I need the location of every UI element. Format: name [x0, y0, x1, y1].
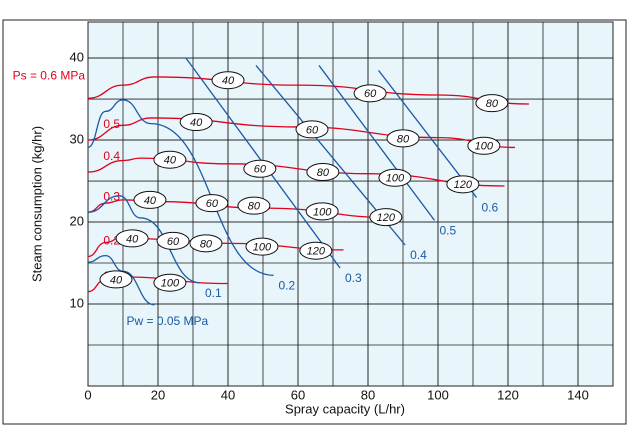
- series-label: 0.4: [410, 248, 427, 262]
- value-label: 80: [248, 201, 261, 213]
- series-label: 0.4: [103, 149, 120, 163]
- value-label: 80: [200, 238, 213, 250]
- x-tick-label: 20: [151, 387, 165, 402]
- series-line: [87, 99, 274, 276]
- series-label: 0.5: [103, 117, 120, 131]
- value-ellipse: [295, 120, 329, 139]
- series-line: [87, 117, 516, 149]
- value-ellipse: [245, 237, 279, 256]
- value-label: 80: [486, 98, 499, 110]
- x-tick-label: 120: [497, 387, 519, 402]
- series-line: [87, 76, 530, 105]
- value-label: 40: [222, 75, 235, 87]
- y-tick-label: 20: [70, 213, 84, 228]
- series-line: [318, 65, 436, 221]
- value-ellipse: [99, 270, 133, 289]
- value-ellipse: [189, 234, 223, 253]
- value-label: 100: [475, 141, 494, 153]
- value-ellipse: [211, 71, 245, 90]
- plot-border: [87, 21, 614, 387]
- y-tick-label: 30: [70, 131, 84, 146]
- x-tick-label: 60: [291, 387, 305, 402]
- y-tick-label: 10: [70, 295, 84, 310]
- value-label: 120: [307, 246, 326, 258]
- value-label: 40: [144, 195, 157, 207]
- value-ellipse: [153, 273, 187, 292]
- value-label: 100: [253, 242, 272, 254]
- series-label: 0.5: [440, 224, 457, 238]
- series-label: Ps = 0.6 MPa: [13, 68, 86, 82]
- value-ellipse: [353, 84, 387, 103]
- value-label: 60: [254, 164, 267, 176]
- series-label: 0.1: [205, 286, 222, 300]
- value-label: 60: [167, 236, 180, 248]
- y-axis-title: Steam consumption (kg/hr): [29, 126, 44, 282]
- frame: [2, 19, 627, 425]
- series-label: 0.6: [482, 201, 499, 215]
- value-ellipse: [115, 229, 149, 248]
- x-axis-title: Spray capacity (L/hr): [285, 401, 405, 416]
- value-label: 60: [364, 88, 377, 100]
- value-ellipse: [195, 194, 229, 213]
- value-ellipse: [475, 94, 509, 113]
- series-label: Pw = 0.05 MPa: [127, 314, 209, 328]
- value-label: 60: [206, 198, 219, 210]
- value-ellipse: [179, 113, 213, 132]
- value-label: 40: [164, 155, 177, 167]
- value-ellipse: [467, 136, 501, 155]
- y-tick-label: 40: [70, 50, 84, 65]
- value-ellipse: [386, 129, 420, 148]
- value-label: 100: [161, 278, 180, 290]
- value-label: 40: [190, 117, 203, 129]
- series-line: [87, 195, 201, 284]
- value-label: 60: [306, 124, 319, 136]
- plot-background: [88, 22, 613, 386]
- value-label: 120: [454, 179, 473, 191]
- value-ellipse: [378, 168, 412, 187]
- series-line: [87, 254, 155, 306]
- series-label: 0.3: [345, 271, 362, 285]
- value-ellipse: [133, 190, 167, 209]
- value-ellipse: [305, 202, 339, 221]
- value-label: 40: [110, 274, 123, 286]
- x-tick-label: 100: [427, 387, 449, 402]
- x-tick-label: 40: [221, 387, 235, 402]
- value-label: 80: [397, 133, 410, 145]
- value-label: 40: [126, 233, 139, 245]
- series-line: [87, 157, 505, 187]
- value-ellipse: [237, 196, 271, 215]
- value-label: 120: [377, 212, 396, 224]
- x-tick-label: 80: [361, 387, 375, 402]
- x-tick-label: 140: [567, 387, 589, 402]
- x-tick-label: 0: [84, 387, 91, 402]
- value-ellipse: [243, 159, 277, 178]
- value-ellipse: [153, 150, 187, 169]
- value-ellipse: [446, 175, 480, 194]
- value-ellipse: [156, 231, 190, 250]
- value-label: 100: [386, 173, 405, 185]
- value-ellipse: [299, 241, 333, 260]
- value-label: 100: [313, 206, 332, 218]
- value-label: 80: [317, 167, 330, 179]
- value-ellipse: [306, 163, 340, 182]
- value-ellipse: [369, 208, 403, 227]
- series-label: 0.2: [279, 278, 296, 292]
